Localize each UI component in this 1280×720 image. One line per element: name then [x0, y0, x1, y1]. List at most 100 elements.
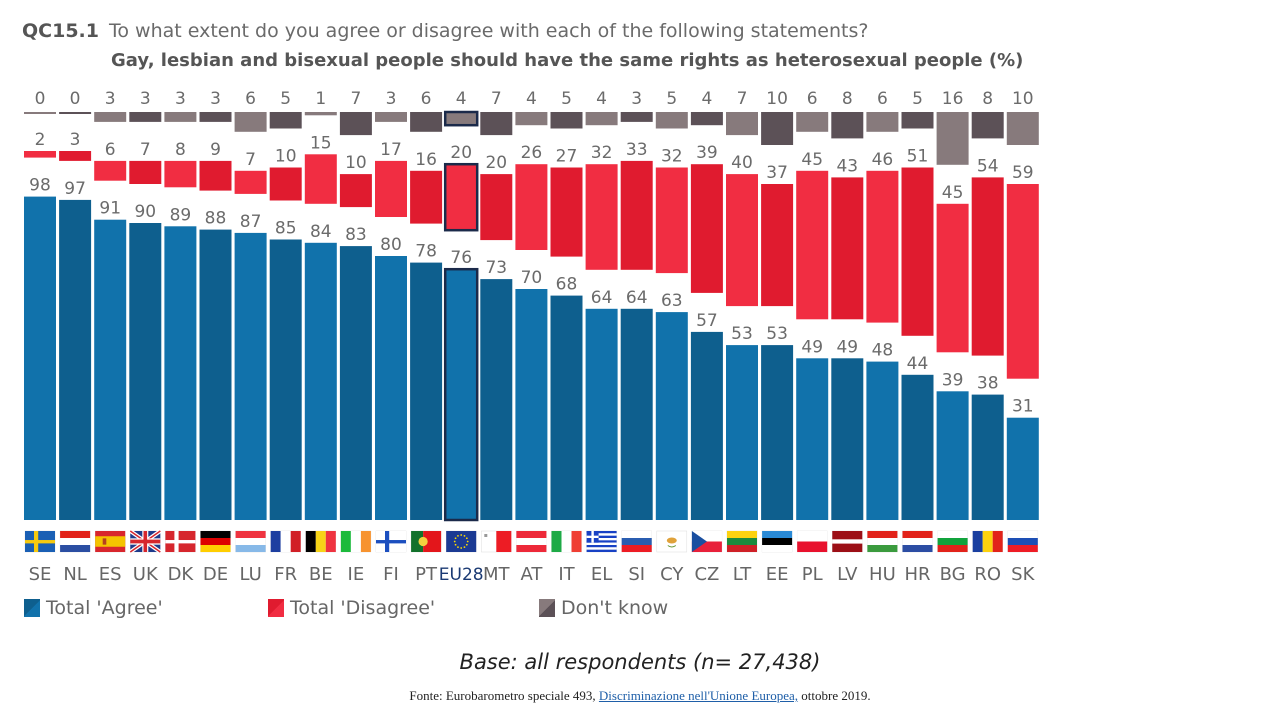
disagree-value-fi: 17	[380, 140, 402, 160]
dont-know-value-hr: 5	[912, 89, 923, 109]
dont-know-value-ro: 8	[982, 89, 993, 109]
legend-label-disagree: Total 'Disagree'	[290, 597, 436, 619]
agree-value-lt: 53	[731, 324, 753, 344]
disagree-bar-lt	[726, 174, 758, 307]
agree-value-el: 64	[591, 288, 613, 308]
dont-know-value-be: 1	[315, 89, 326, 109]
agree-bar-fr	[269, 239, 302, 520]
dont-know-value-cz: 4	[701, 89, 712, 109]
agree-bar-si	[620, 308, 653, 520]
agree-bar-be	[304, 242, 337, 521]
flag-se-icon	[24, 530, 56, 553]
dont-know-bar-pl	[796, 112, 829, 132]
disagree-bar-hr	[901, 167, 934, 336]
dont-know-value-fi: 3	[386, 89, 397, 109]
flag-cz-icon	[691, 530, 723, 553]
disagree-bar-mt	[480, 174, 513, 241]
dont-know-value-eu28: 4	[456, 89, 467, 109]
country-label-lt: LT	[733, 564, 753, 585]
disagree-bar-be	[304, 154, 337, 204]
country-label-eu28: EU28	[439, 565, 484, 585]
source-prefix: Fonte: Eurobarometro speciale 493,	[409, 688, 599, 703]
dont-know-bar-eu28	[443, 110, 479, 127]
dont-know-bar-dk	[164, 112, 197, 122]
source-link[interactable]: Discriminazione nell'Unione Europea,	[598, 688, 799, 703]
flag-fi-icon	[375, 530, 407, 553]
disagree-bar-pl	[796, 170, 829, 320]
country-label-lv: LV	[837, 564, 858, 585]
agree-bar-eu28	[443, 267, 479, 522]
country-label-pt: PT	[415, 564, 438, 585]
dont-know-bar-ro	[971, 112, 1004, 139]
disagree-value-es: 6	[105, 140, 116, 160]
flag-el-icon	[586, 530, 617, 553]
country-label-be: BE	[309, 564, 333, 585]
disagree-value-sk: 59	[1012, 163, 1034, 183]
agree-value-ro: 38	[977, 374, 999, 394]
agree-bar-fi	[375, 256, 407, 520]
flag-lv-icon	[832, 530, 863, 553]
agree-bar-lt	[726, 345, 758, 520]
disagree-bar-it	[550, 167, 583, 257]
dont-know-bar-hr	[901, 112, 934, 129]
agree-bar-ee	[761, 345, 794, 520]
dont-know-bar-si	[620, 112, 653, 122]
dont-know-value-ee: 10	[766, 89, 788, 109]
agree-value-lu: 87	[240, 212, 262, 232]
agree-bar-lu	[234, 232, 267, 520]
agree-bar-de	[199, 229, 232, 520]
country-label-es: ES	[99, 564, 122, 585]
disagree-value-bg: 45	[942, 183, 964, 203]
agree-bar-sk	[1006, 417, 1039, 520]
flag-dk-icon	[165, 530, 196, 553]
dont-know-value-uk: 3	[140, 89, 151, 109]
flag-ro-icon	[972, 530, 1003, 553]
agree-value-ie: 83	[345, 225, 367, 245]
agree-bar-nl	[59, 199, 92, 520]
dont-know-bar-sk	[1006, 112, 1039, 145]
legend-swatch-dont-know	[539, 599, 555, 617]
disagree-value-uk: 7	[140, 140, 151, 160]
disagree-bar-lv	[831, 177, 864, 320]
stacked-country-chart: 9820SE9730NL9163ES9073UK8983DK8893DE8776…	[24, 89, 1039, 585]
disagree-bar-sk	[1006, 184, 1039, 379]
agree-value-pl: 49	[801, 337, 823, 357]
dont-know-value-pt: 6	[421, 89, 432, 109]
flag-sk-icon	[1007, 530, 1039, 553]
agree-value-fr: 85	[275, 219, 297, 239]
chart-question: QC15.1 To what extent do you agree or dis…	[22, 20, 868, 42]
disagree-bar-fr	[269, 167, 302, 201]
agree-value-bg: 39	[942, 370, 964, 390]
disagree-value-de: 9	[210, 140, 221, 160]
dont-know-bar-fr	[269, 112, 302, 129]
dont-know-bar-hu	[866, 112, 899, 132]
agree-value-nl: 97	[64, 179, 86, 199]
country-label-hr: HR	[904, 564, 930, 585]
disagree-value-dk: 8	[175, 140, 186, 160]
flag-fr-icon	[270, 530, 301, 553]
disagree-value-se: 2	[35, 130, 46, 150]
agree-value-ee: 53	[766, 324, 788, 344]
dont-know-value-se: 0	[35, 89, 46, 109]
dont-know-value-de: 3	[210, 89, 221, 109]
country-label-hu: HU	[869, 564, 896, 585]
disagree-value-mt: 20	[485, 153, 507, 173]
agree-bar-hu	[866, 361, 899, 520]
disagree-bar-eu28	[443, 162, 479, 232]
disagree-value-it: 27	[556, 147, 578, 167]
flag-si-icon	[621, 530, 652, 553]
country-label-el: EL	[591, 564, 612, 585]
agree-value-dk: 89	[170, 205, 192, 225]
dont-know-value-lu: 6	[245, 89, 256, 109]
disagree-value-ie: 10	[345, 153, 367, 173]
country-label-lu: LU	[239, 564, 261, 585]
dont-know-bar-it	[550, 112, 583, 129]
disagree-bar-pt	[410, 170, 443, 224]
dont-know-bar-be	[304, 112, 337, 116]
agree-bar-ro	[971, 394, 1004, 520]
agree-bar-se	[24, 196, 56, 520]
flag-cy-icon	[656, 530, 688, 553]
agree-bar-dk	[164, 226, 197, 521]
flag-be-icon	[305, 530, 337, 553]
disagree-value-ro: 54	[977, 156, 999, 176]
